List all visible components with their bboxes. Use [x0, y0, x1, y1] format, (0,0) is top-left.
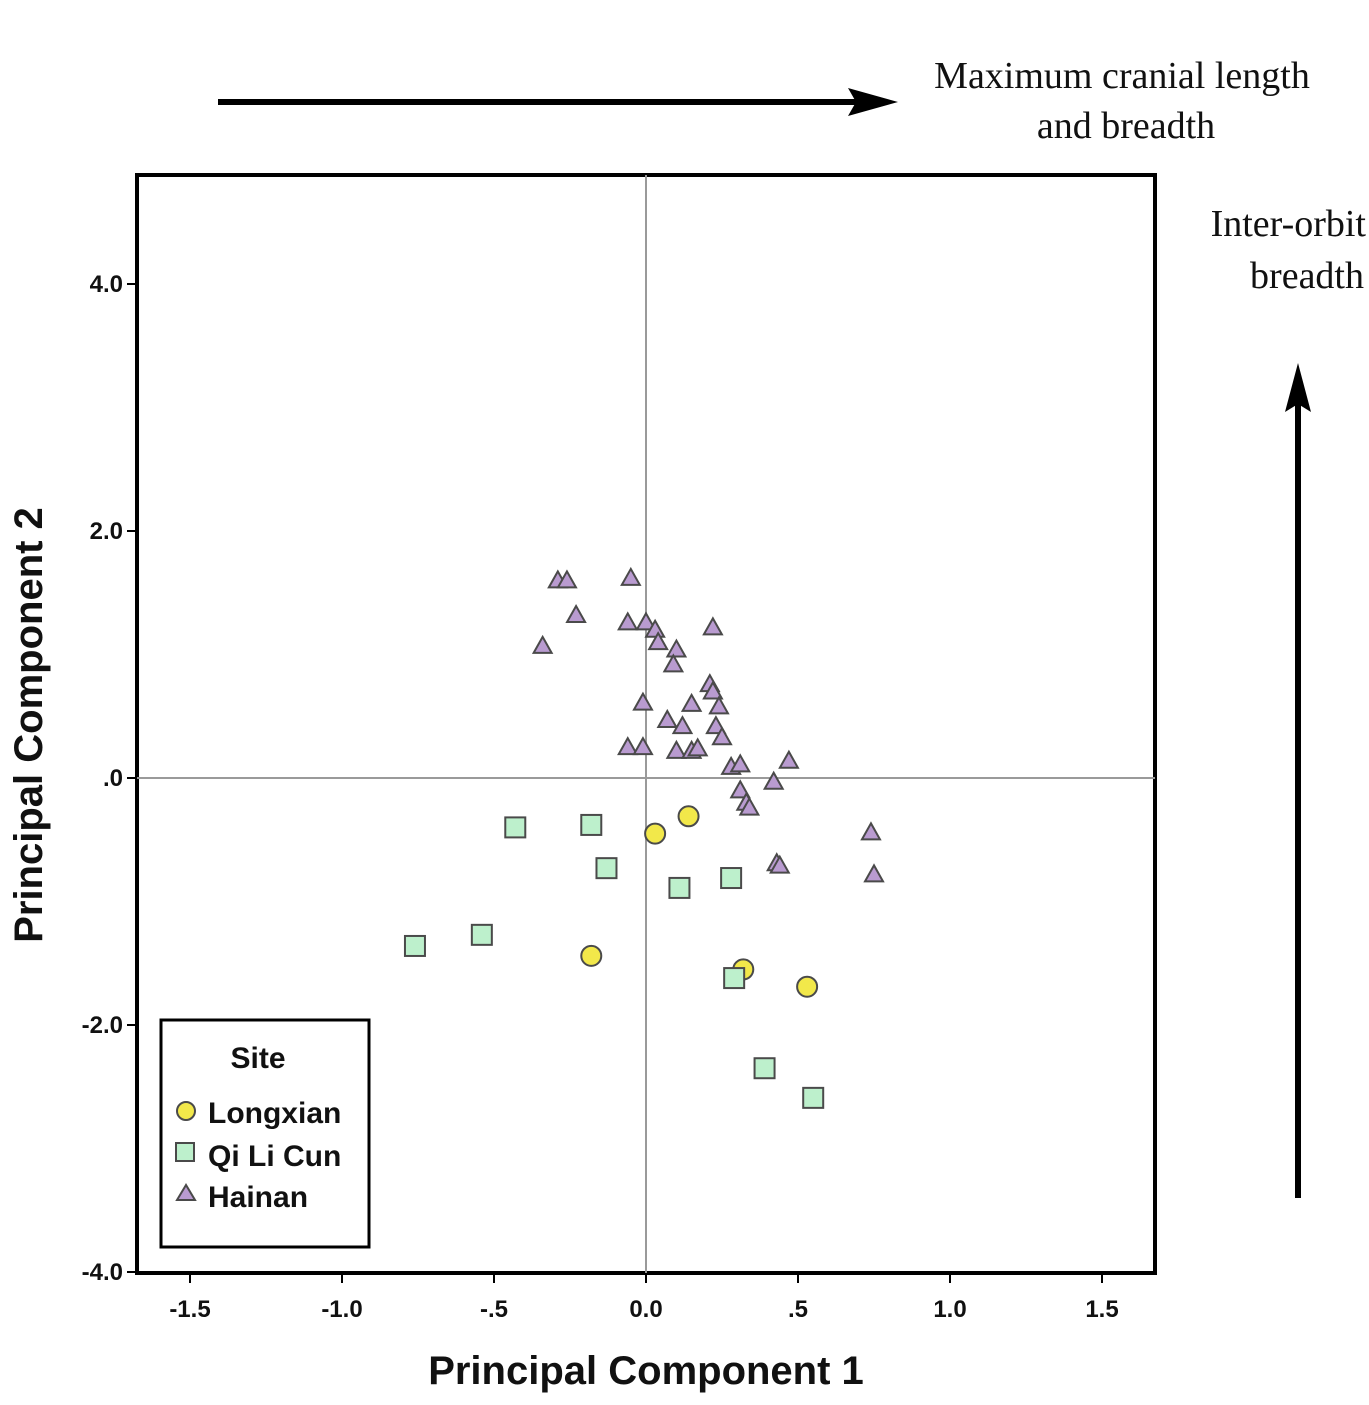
- legend-longxian-label: Longxian: [208, 1097, 341, 1130]
- data-point-hainan: [708, 695, 730, 715]
- data-point-hainan: [860, 821, 882, 841]
- data-point-hainan: [565, 603, 587, 623]
- data-point-hainan: [729, 753, 751, 773]
- data-point-hainan: [665, 638, 688, 658]
- data-point-longxian: [677, 805, 700, 828]
- data-point-hainan: [680, 692, 703, 712]
- data-point-hainan: [686, 737, 709, 757]
- data-point-hainan: [729, 779, 751, 799]
- data-point-hainan: [662, 653, 685, 673]
- legend-qi-li-cun-square-icon: [175, 1142, 195, 1162]
- x-axis-ticks: -1.5 -1.0 -.5 0.0 .5 1.0 1.5: [169, 1273, 1119, 1323]
- y-tick-label: 4.0: [90, 271, 123, 298]
- data-point-hainan: [620, 566, 642, 586]
- data-points: [403, 566, 885, 1109]
- legend-hainan-triangle-icon: [175, 1183, 197, 1201]
- data-point-longxian: [580, 944, 603, 967]
- legend-hainan-label: Hainan: [208, 1181, 308, 1214]
- data-point-hainan: [531, 634, 554, 654]
- pc2-direction-annotation: Inter-orbit breadth: [1211, 203, 1367, 1198]
- pc2-direction-label-line1: Inter-orbit: [1211, 203, 1367, 245]
- data-point-hainan: [702, 616, 724, 636]
- pc1-direction-label-line2: and breadth: [1037, 105, 1215, 147]
- data-point-qi-li-cun: [753, 1057, 776, 1080]
- data-point-hainan: [556, 569, 578, 589]
- data-point-longxian: [796, 975, 819, 998]
- pc1-direction-arrowhead: [848, 88, 898, 116]
- data-point-hainan: [778, 749, 800, 769]
- data-point-qi-li-cun: [580, 813, 603, 836]
- legend-longxian-circle-icon: [176, 1101, 196, 1121]
- x-axis-title: Principal Component 1: [428, 1349, 864, 1393]
- data-point-qi-li-cun: [720, 867, 743, 890]
- legend: Site Longxian Qi Li Cun Hainan: [159, 1018, 371, 1249]
- data-point-hainan: [632, 736, 654, 756]
- y-tick-label: -4.0: [82, 1259, 123, 1286]
- data-point-hainan: [635, 611, 657, 631]
- y-tick-label: .0: [103, 765, 123, 792]
- data-point-hainan: [656, 708, 678, 728]
- series-hainan: [531, 566, 885, 883]
- data-point-longxian: [644, 822, 667, 845]
- data-point-hainan: [647, 631, 669, 651]
- x-tick-label: 1.0: [933, 1296, 966, 1323]
- y-axis-ticks: 4.0 2.0 .0 -2.0 -4.0: [82, 271, 137, 1286]
- data-point-hainan: [769, 854, 791, 874]
- x-tick-label: -1.0: [321, 1296, 362, 1323]
- data-point-hainan: [738, 796, 761, 816]
- data-point-hainan: [702, 680, 724, 700]
- x-tick-label: 1.5: [1085, 1296, 1118, 1323]
- data-point-hainan: [665, 739, 688, 759]
- data-point-qi-li-cun: [504, 816, 527, 839]
- pc1-direction-annotation: Maximum cranial length and breadth: [218, 55, 1310, 147]
- y-axis-title: Principal Component 2: [7, 507, 51, 943]
- y-tick-label: 2.0: [90, 518, 123, 545]
- data-point-qi-li-cun: [470, 923, 493, 946]
- x-tick-label: -.5: [480, 1296, 508, 1323]
- data-point-qi-li-cun: [723, 967, 746, 990]
- data-point-hainan: [711, 726, 733, 746]
- data-point-qi-li-cun: [802, 1086, 825, 1109]
- data-point-hainan: [617, 611, 639, 631]
- legend-qi-li-cun-label: Qi Li Cun: [208, 1140, 341, 1173]
- legend-title: Site: [230, 1042, 285, 1075]
- data-point-hainan: [762, 770, 785, 790]
- pc1-direction-label-line1: Maximum cranial length: [934, 55, 1310, 97]
- data-point-hainan: [671, 715, 694, 735]
- data-point-hainan: [617, 736, 639, 756]
- data-point-qi-li-cun: [668, 876, 691, 899]
- data-point-qi-li-cun: [403, 934, 426, 957]
- x-tick-label: 0.0: [629, 1296, 662, 1323]
- pc2-direction-arrowhead: [1285, 363, 1311, 412]
- legend-box: [159, 1018, 371, 1249]
- data-point-hainan: [632, 691, 654, 711]
- x-tick-label: -1.5: [169, 1296, 210, 1323]
- data-point-hainan: [863, 863, 885, 883]
- pc2-direction-label-line2: breadth: [1250, 255, 1364, 297]
- x-tick-label: .5: [788, 1296, 808, 1323]
- y-tick-label: -2.0: [82, 1012, 123, 1039]
- data-point-qi-li-cun: [595, 857, 618, 880]
- series-qi-li-cun: [403, 813, 825, 1109]
